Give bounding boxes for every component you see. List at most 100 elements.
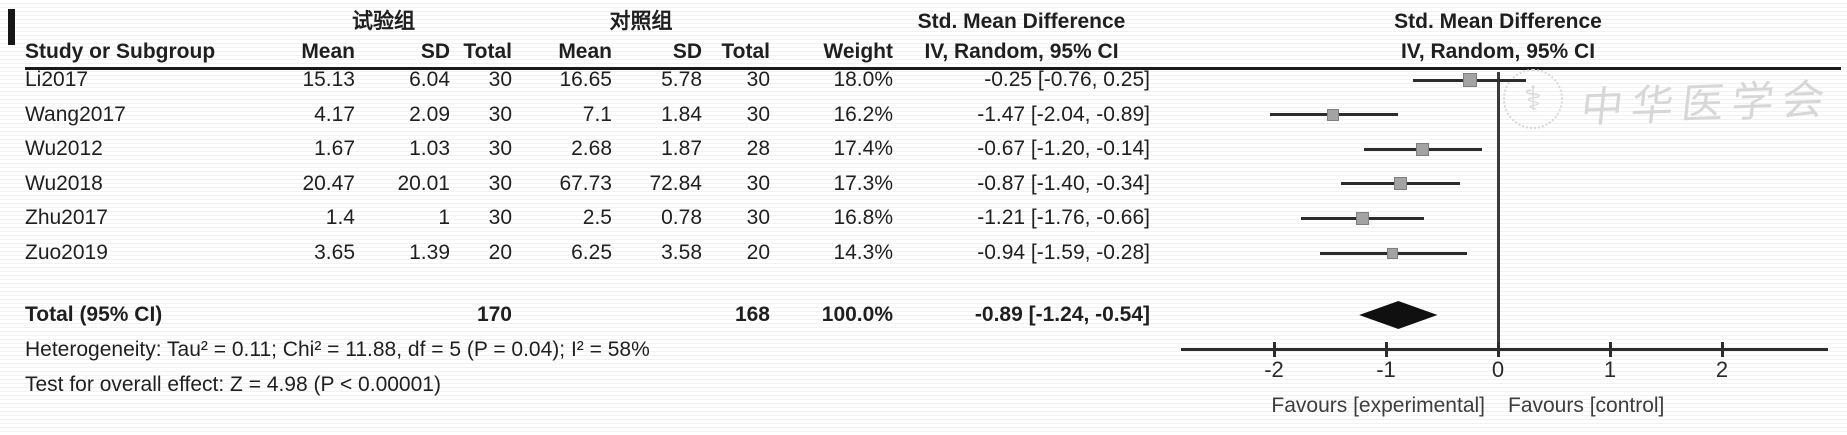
table-row: Li2017 15.13 6.04 30 16.65 5.78 30 18.0%… <box>25 66 1150 94</box>
ctl-sd: 5.78 <box>661 68 702 91</box>
study-label: Wu2018 <box>25 171 103 195</box>
total-weight: 100.0% <box>821 303 893 326</box>
cma-seal-icon: ⚕ <box>1503 69 1563 129</box>
ci-value: -0.94 [-1.59, -0.28] <box>977 241 1150 264</box>
axis-tick <box>1384 342 1388 357</box>
exp-sd: 1.03 <box>409 137 450 161</box>
total-row: Total (95% CI) 170 168 100.0% -0.89 [-1.… <box>25 301 1150 329</box>
col-exp-mean: Mean <box>301 40 355 63</box>
table-row: Wu2018 20.47 20.01 30 67.73 72.84 30 17.… <box>25 170 1150 198</box>
exp-total: 30 <box>488 137 512 161</box>
total-ctl-n: 168 <box>734 303 770 326</box>
watermark-text: 中华医学会 <box>1578 75 1835 132</box>
weight: 17.4% <box>833 137 893 161</box>
point-estimate-square <box>1394 177 1408 191</box>
exp-total: 30 <box>488 102 512 126</box>
caduceus-icon: ⚕ <box>1523 80 1543 118</box>
col-ci: IV, Random, 95% CI <box>924 40 1119 63</box>
column-header-row: Study or Subgroup Mean SD Total Mean SD … <box>25 38 1150 66</box>
study-label: Wu2012 <box>25 137 103 161</box>
ci-value: -1.47 [-2.04, -0.89] <box>977 102 1150 126</box>
axis-tick-label: 2 <box>1715 357 1729 382</box>
total-exp-n: 170 <box>476 303 512 326</box>
exp-mean: 1.4 <box>325 206 355 230</box>
exp-sd: 20.01 <box>397 171 450 195</box>
smd-column-title: Std. Mean Difference <box>917 10 1126 33</box>
axis-tick-label: 1 <box>1603 357 1617 382</box>
group-header-experimental: 试验组 <box>352 10 415 33</box>
exp-mean: 15.13 <box>302 68 355 91</box>
col-study: Study or Subgroup <box>25 40 216 63</box>
col-exp-sd: SD <box>420 40 450 63</box>
exp-sd: 1 <box>438 206 450 230</box>
ctl-sd: 1.84 <box>661 102 702 126</box>
smd-plot-title: Std. Mean Difference <box>1394 10 1602 33</box>
point-estimate-square <box>1387 247 1399 259</box>
exp-sd: 1.39 <box>409 241 450 264</box>
heterogeneity-text: Heterogeneity: Tau² = 0.11; Chi² = 11.88… <box>25 338 650 361</box>
spacer <box>355 301 450 329</box>
axis-tick-label: -2 <box>1264 357 1284 382</box>
table-row: Zhu2017 1.4 1 30 2.5 0.78 30 16.8% -1.21… <box>25 204 1150 232</box>
study-label: Zhu2017 <box>25 206 108 230</box>
exp-total: 30 <box>488 171 512 195</box>
ctl-mean: 6.25 <box>571 241 612 264</box>
x-axis <box>1181 348 1829 351</box>
ctl-sd: 72.84 <box>649 171 702 195</box>
ci-value: -0.87 [-1.40, -0.34] <box>977 171 1150 195</box>
ctl-sd: 0.78 <box>661 206 702 230</box>
ctl-total: 30 <box>746 171 770 195</box>
scan-artifact-mark <box>8 9 15 45</box>
weight: 16.8% <box>833 206 893 230</box>
point-estimate-square <box>1416 142 1430 156</box>
exp-sd: 6.04 <box>409 68 450 91</box>
study-label: Wang2017 <box>25 102 126 126</box>
ctl-mean: 2.68 <box>571 137 612 161</box>
ctl-mean: 7.1 <box>582 102 612 126</box>
exp-total: 30 <box>488 206 512 230</box>
axis-tick <box>1272 342 1276 357</box>
total-label: Total (95% CI) <box>25 303 163 326</box>
axis-tick <box>1608 342 1612 357</box>
point-estimate-square <box>1327 108 1340 121</box>
col-weight: Weight <box>823 40 893 63</box>
ctl-sd: 3.58 <box>661 241 702 264</box>
ci-value: -1.21 [-1.76, -0.66] <box>977 206 1150 230</box>
group-header-control: 对照组 <box>609 10 673 33</box>
ci-value: -0.67 [-1.20, -0.14] <box>977 137 1150 161</box>
ctl-total: 20 <box>746 241 770 264</box>
study-label: Zuo2019 <box>25 241 108 264</box>
table-row: Zuo2019 3.65 1.39 20 6.25 3.58 20 14.3% … <box>25 239 1150 267</box>
table-row: Wu2012 1.67 1.03 30 2.68 1.87 28 17.4% -… <box>25 135 1150 163</box>
total-ci: -0.89 [-1.24, -0.54] <box>974 303 1150 326</box>
spacer <box>255 301 355 329</box>
smd-plot-subtitle: IV, Random, 95% CI <box>1400 40 1596 63</box>
axis-tick-label: -1 <box>1376 357 1396 382</box>
ctl-sd: 1.87 <box>661 137 702 161</box>
point-estimate-square <box>1355 211 1369 225</box>
weight: 18.0% <box>833 68 893 91</box>
exp-mean: 3.65 <box>314 241 355 264</box>
study-label: Li2017 <box>25 68 89 91</box>
col-ctl-sd: SD <box>672 40 702 63</box>
col-ctl-total: Total <box>721 40 770 63</box>
spacer <box>612 301 702 329</box>
ctl-total: 28 <box>746 137 770 161</box>
ctl-mean: 16.65 <box>559 68 612 91</box>
ctl-total: 30 <box>746 102 770 126</box>
favours-experimental-label: Favours [experimental] <box>1271 394 1485 417</box>
exp-mean: 1.67 <box>314 137 355 161</box>
ci-value: -0.25 [-0.76, 0.25] <box>984 68 1150 91</box>
weight: 17.3% <box>833 171 893 195</box>
exp-sd: 2.09 <box>409 102 450 126</box>
pooled-effect-diamond <box>1359 301 1438 329</box>
spacer <box>512 301 612 329</box>
point-estimate-square <box>1463 73 1477 87</box>
ctl-total: 30 <box>746 68 770 91</box>
zero-line <box>1497 72 1500 350</box>
exp-total: 20 <box>488 241 512 264</box>
ctl-mean: 2.5 <box>582 206 612 230</box>
favours-control-label: Favours [control] <box>1508 394 1665 417</box>
table-row: Wang2017 4.17 2.09 30 7.1 1.84 30 16.2% … <box>25 101 1150 129</box>
